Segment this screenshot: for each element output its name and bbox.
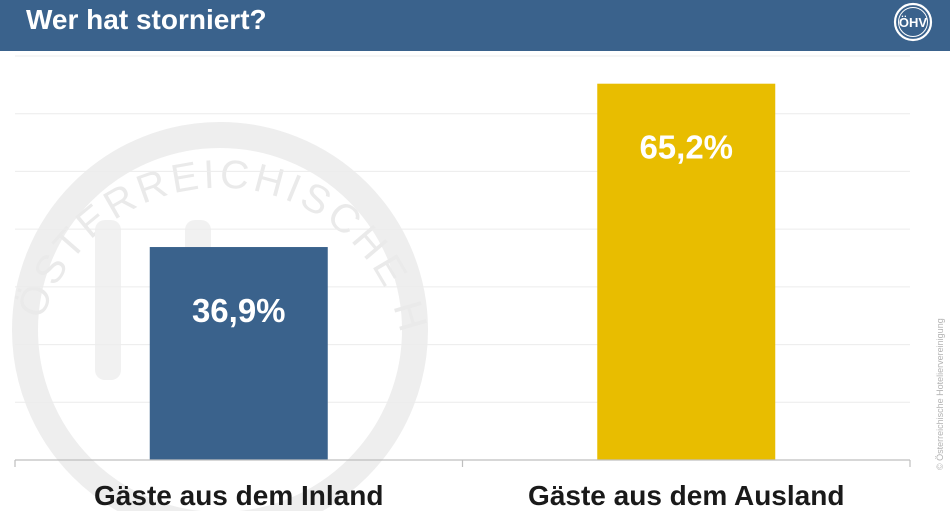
bar-value-label: 65,2%: [639, 129, 733, 166]
bars: [149, 83, 776, 461]
labels: 36,9% Gäste aus dem Inland 65,2% Gäste aus …: [94, 129, 844, 511]
oehv-logo-icon: ÖHV: [893, 2, 933, 42]
bar: [149, 247, 328, 460]
category-label: Gäste aus dem Ausland: [528, 480, 844, 511]
x-axis: [14, 459, 911, 467]
copyright-credit: © Österreichische Hoteliervereinigung: [935, 318, 945, 470]
page-title: Wer hat storniert?: [26, 4, 267, 35]
bar-value-label: 36,9%: [192, 292, 286, 329]
category-label: Gäste aus dem Inland: [94, 480, 383, 511]
bar: [597, 83, 776, 461]
logo-text: ÖHV: [899, 15, 928, 30]
header-bar: Wer hat storniert? ÖHV: [0, 0, 950, 51]
gridlines: [15, 55, 910, 403]
